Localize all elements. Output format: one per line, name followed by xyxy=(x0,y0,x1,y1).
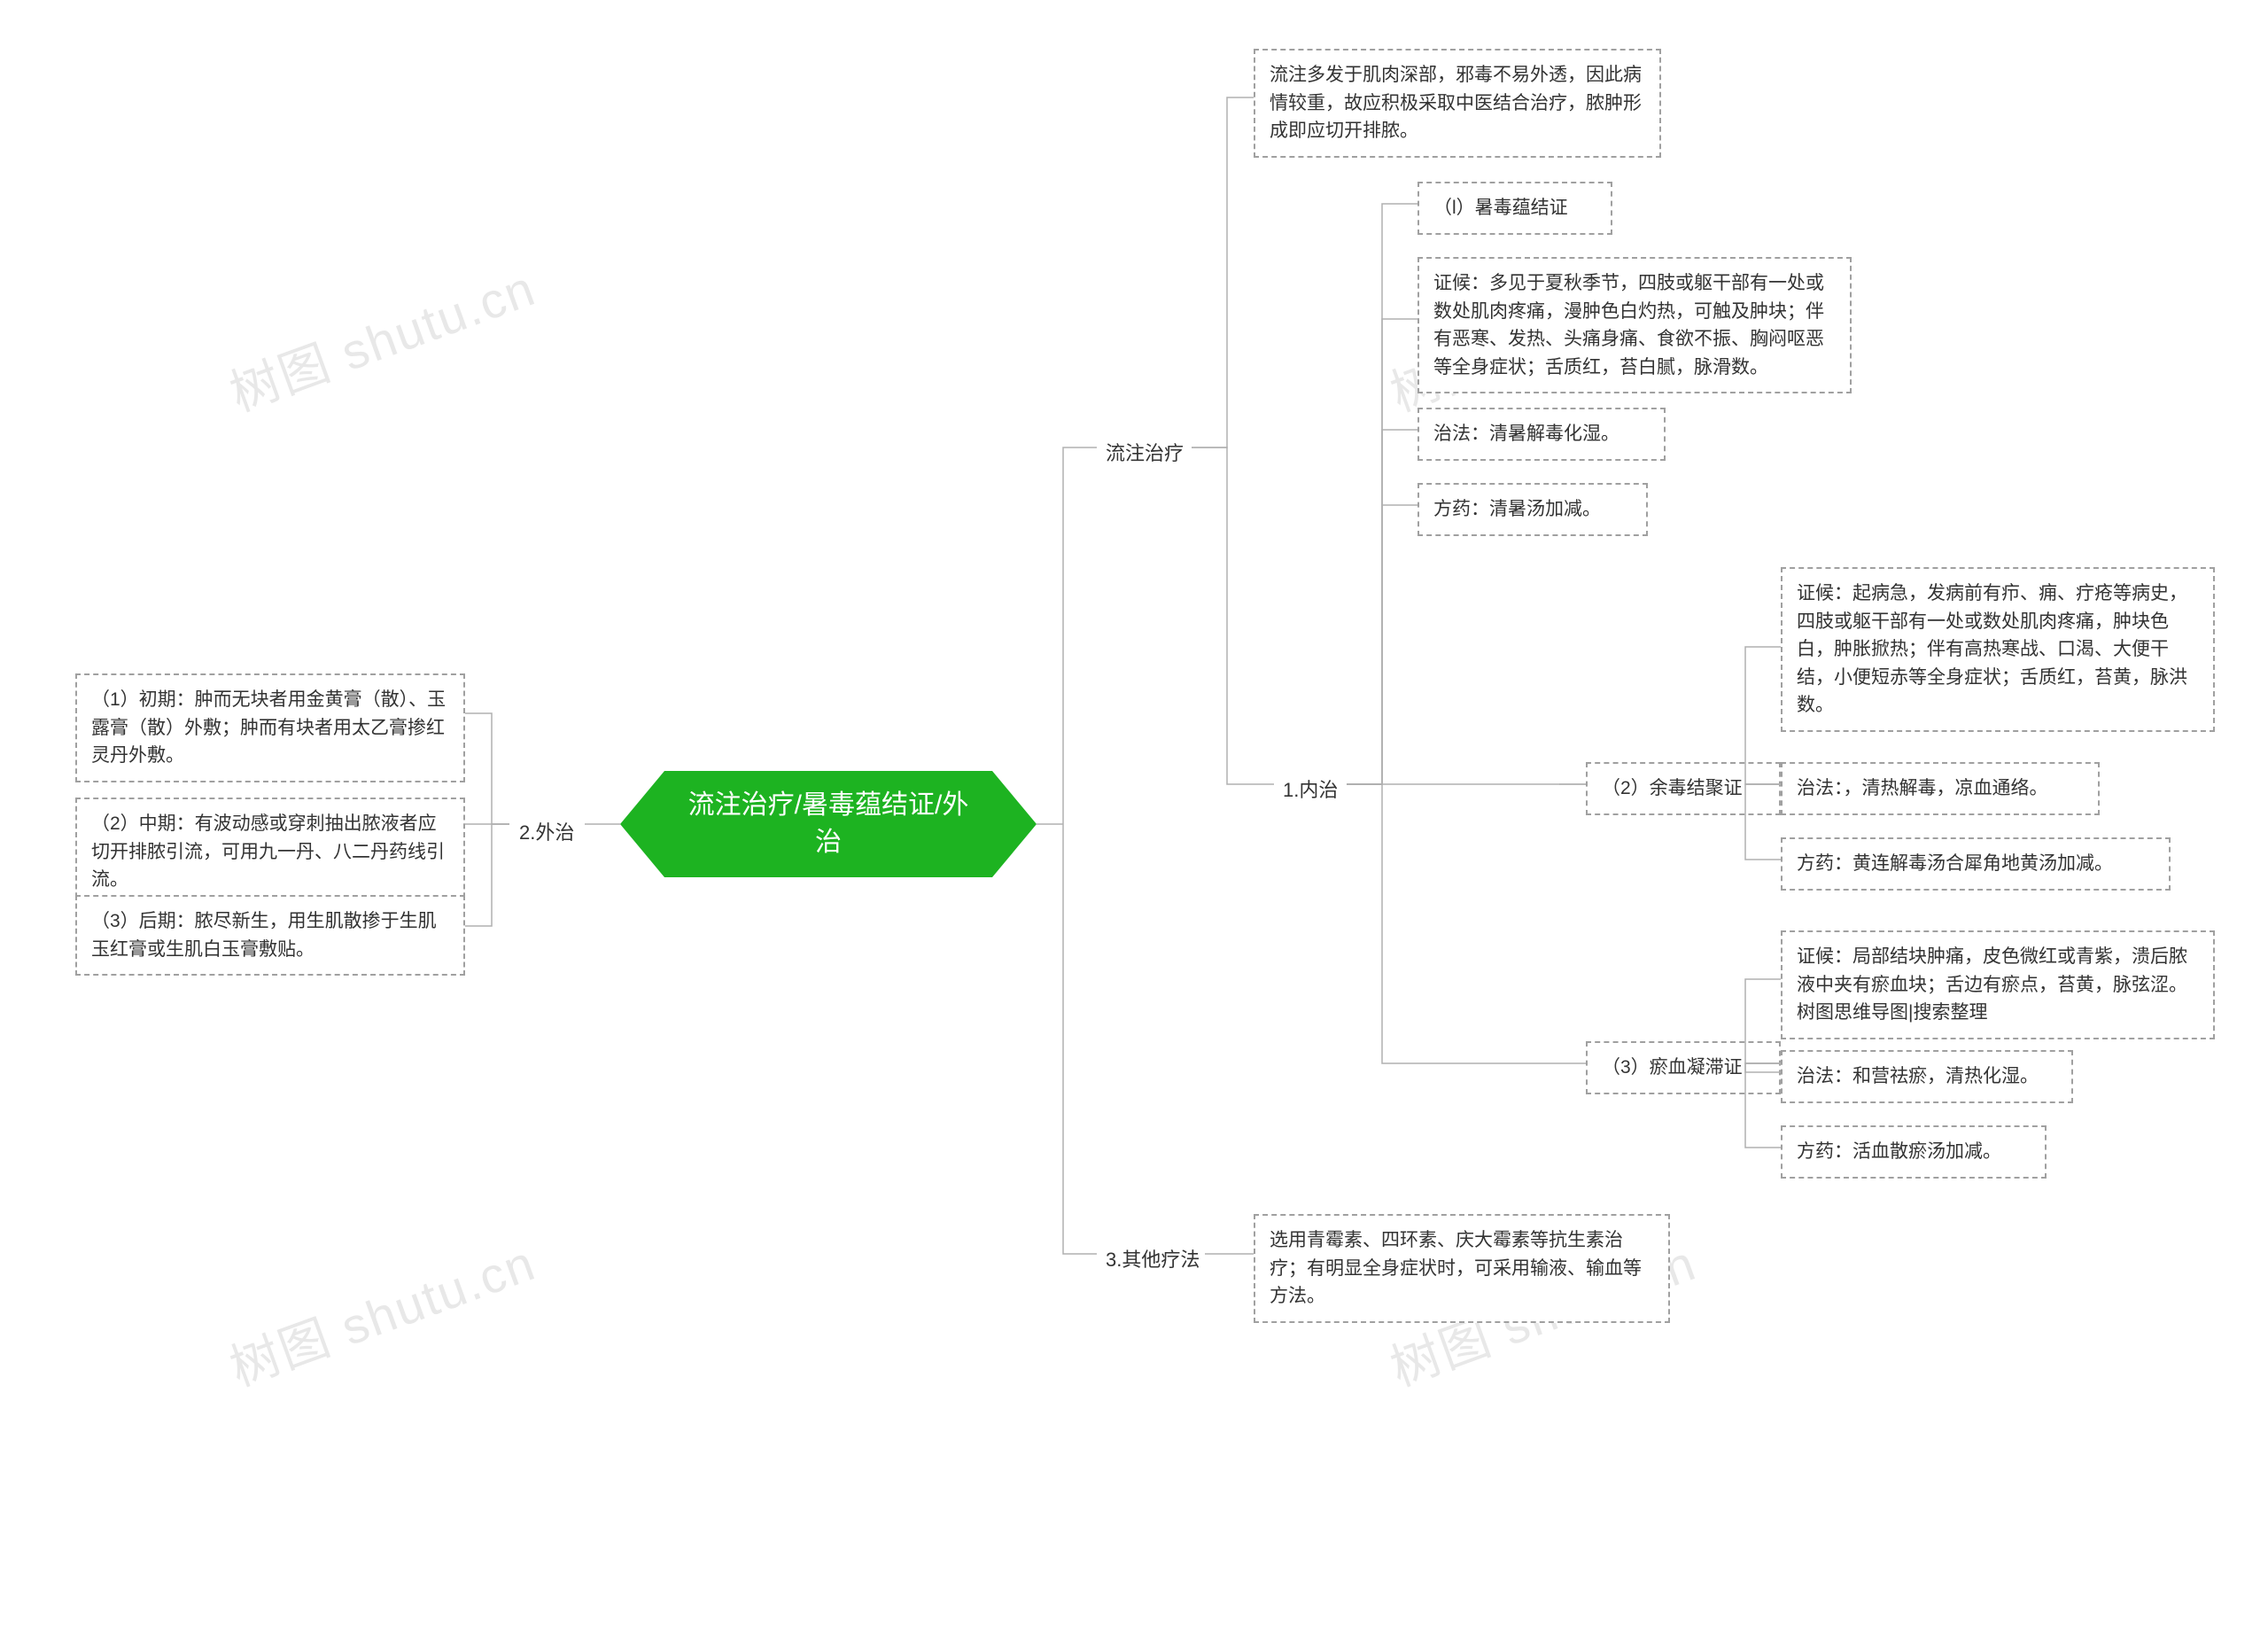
syndrome3-zhifa: 治法：和营祛瘀，清热化湿。 xyxy=(1781,1050,2073,1103)
watermark: 树图 shutu.cn xyxy=(219,1224,544,1401)
syndrome1-title: （l）暑毒蕴结证 xyxy=(1418,182,1612,235)
syndrome2-zhifa: 治法：，清热解毒，凉血通络。 xyxy=(1781,762,2100,815)
branch-neizhi: 1.内治 xyxy=(1276,771,1345,806)
branch-liuzhu-treatment: 流注治疗 xyxy=(1099,434,1191,470)
syndrome1-zhifa: 治法：清暑解毒化湿。 xyxy=(1418,408,1666,461)
branch-other-therapy: 3.其他疗法 xyxy=(1099,1241,1207,1276)
syndrome2-fangyao: 方药：黄连解毒汤合犀角地黄汤加减。 xyxy=(1781,837,2171,891)
external-stage-mid: （2）中期：有波动感或穿刺抽出脓液者应切开排脓引流，可用九一丹、八二丹药线引流。 xyxy=(75,798,465,907)
syndrome3-title: （3）瘀血凝滞证 xyxy=(1586,1041,1781,1094)
syndrome2-zhenghou: 证候：起病急，发病前有疖、痈、疔疮等病史，四肢或躯干部有一处或数处肌肉疼痛，肿块… xyxy=(1781,567,2215,732)
syndrome2-title: （2）余毒结聚证 xyxy=(1586,762,1781,815)
root-node: 流注治疗/暑毒蕴结证/外治 xyxy=(664,771,992,877)
syndrome3-fangyao: 方药：活血散瘀汤加减。 xyxy=(1781,1125,2047,1179)
syndrome1-zhenghou: 证候：多见于夏秋季节，四肢或躯干部有一处或数处肌肉疼痛，漫肿色白灼热，可触及肿块… xyxy=(1418,257,1852,393)
watermark: 树图 shutu.cn xyxy=(219,249,544,426)
syndrome3-zhenghou: 证候：局部结块肿痛，皮色微红或青紫，溃后脓液中夹有瘀血块；舌边有瘀点，苔黄，脉弦… xyxy=(1781,930,2215,1039)
syndrome1-fangyao: 方药：清暑汤加减。 xyxy=(1418,483,1648,536)
external-stage-late: （3）后期：脓尽新生，用生肌散掺于生肌玉红膏或生肌白玉膏敷贴。 xyxy=(75,895,465,976)
branch-external-treatment: 2.外治 xyxy=(512,813,581,849)
root-title: 流注治疗/暑毒蕴结证/外治 xyxy=(664,771,992,877)
external-stage-early: （1）初期：肿而无块者用金黄膏（散）、玉露膏（散）外敷；肿而有块者用太乙膏掺红灵… xyxy=(75,673,465,782)
treatment-intro: 流注多发于肌肉深部，邪毒不易外透，因此病情较重，故应积极采取中医结合治疗，脓肿形… xyxy=(1254,49,1661,158)
other-therapy-text: 选用青霉素、四环素、庆大霉素等抗生素治疗；有明显全身症状时，可采用输液、输血等方… xyxy=(1254,1214,1670,1323)
